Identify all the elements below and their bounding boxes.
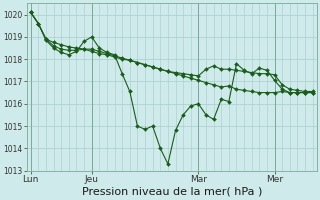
X-axis label: Pression niveau de la mer( hPa ): Pression niveau de la mer( hPa )	[82, 187, 262, 197]
